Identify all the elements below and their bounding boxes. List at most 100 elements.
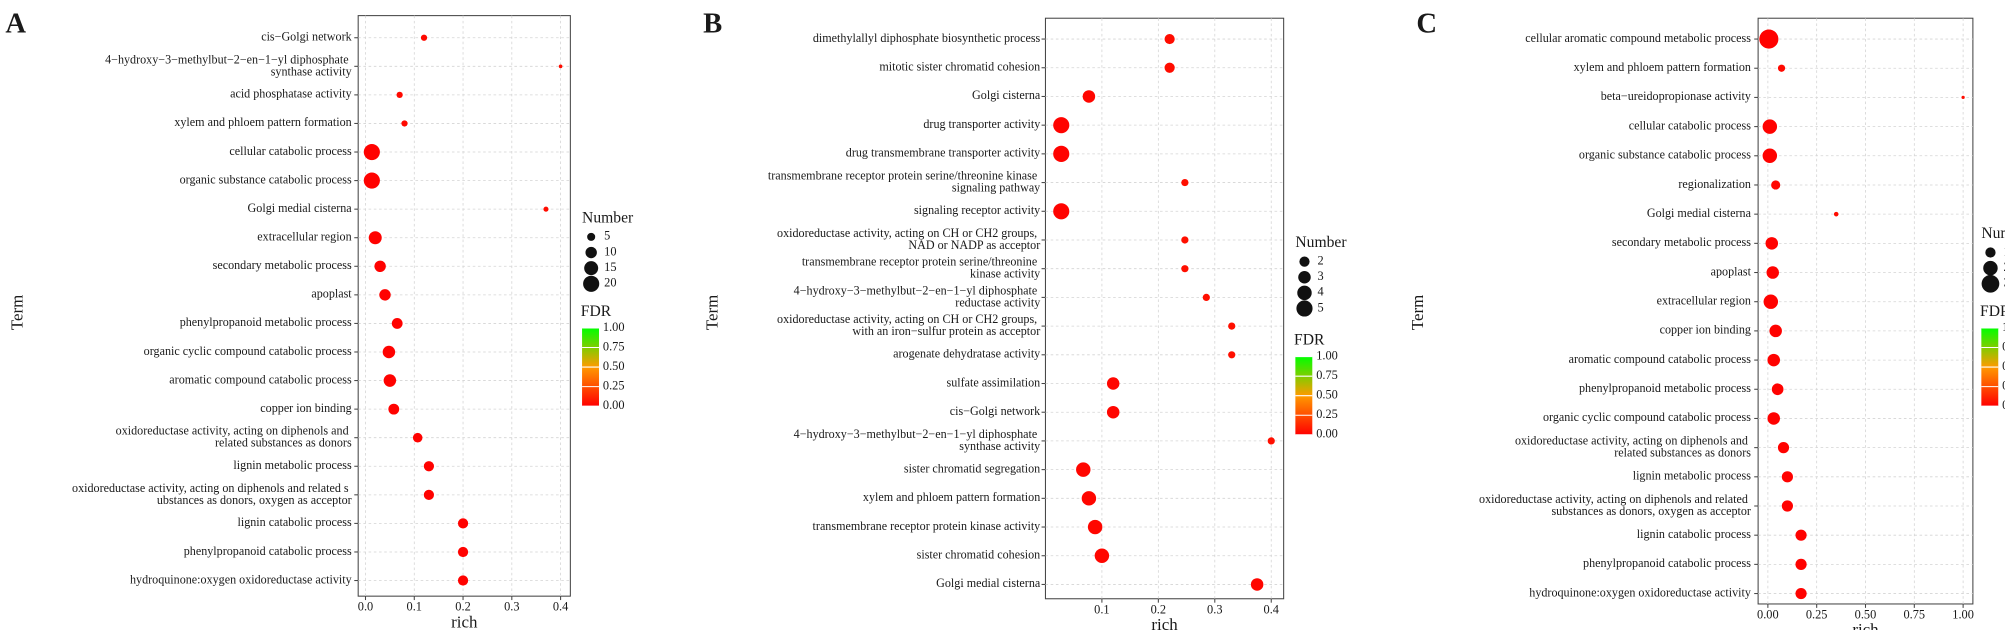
term-label: transmembrane receptor protein serine/th… <box>768 168 1040 194</box>
color-legend-label: 0.75 <box>2002 339 2005 353</box>
term-label: aromatic compound catabolic process <box>169 372 352 386</box>
term-label: cellular aromatic compound metabolic pro… <box>1525 31 1751 45</box>
term-label: organic substance catabolic process <box>180 172 352 186</box>
dot <box>388 403 400 415</box>
size-legend-dot <box>1297 285 1312 301</box>
size-legend-dot <box>1983 260 1998 276</box>
dot <box>558 64 563 69</box>
term-label: sister chromatid cohesion <box>917 548 1041 562</box>
term-label: 4−hydroxy−3−methylbut−2−en−1−yl diphosph… <box>794 427 1041 453</box>
dot <box>1164 33 1175 45</box>
size-legend-dot <box>1299 256 1310 267</box>
size-legend-dot <box>1296 300 1313 317</box>
dot <box>1771 383 1784 396</box>
y-axis-title: Term <box>7 295 26 330</box>
term-label: sister chromatid segregation <box>904 461 1040 475</box>
dot <box>1795 529 1807 541</box>
color-legend-label: 0.00 <box>1316 427 1338 441</box>
panel-letter: A <box>5 8 26 40</box>
panel-group: A Term 0.0 0.1 0.2 0.3 0.4 rich cis−Golgi networ… <box>5 8 634 630</box>
term-label: transmembrane receptor protein kinase ac… <box>813 519 1041 533</box>
size-legend-dot <box>587 232 596 241</box>
size-legend-label: 20 <box>2003 260 2005 274</box>
dot <box>1771 180 1781 190</box>
term-label: apoplast <box>311 287 352 301</box>
dot <box>423 489 435 500</box>
term-label: acid phosphatase activity <box>230 87 352 101</box>
x-axis-title: rich <box>1852 620 1879 630</box>
term-label: secondary metabolic process <box>1612 235 1751 249</box>
term-label: hydroquinone:oxygen oxidoreductase activ… <box>130 572 352 586</box>
size-legend-label: 4 <box>1318 285 1324 299</box>
dot <box>1759 29 1779 49</box>
dot <box>363 143 380 161</box>
term-label: mitotic sister chromatid cohesion <box>879 60 1040 74</box>
x-axis-title: rich <box>451 612 478 630</box>
term-label: extracellular region <box>1657 293 1751 307</box>
panel-group: C Term 0.00 0.25 0.50 0.75 1.00 rich cellular ar… <box>1408 8 2005 630</box>
size-legend-label: 2 <box>1318 253 1324 267</box>
panel-group: B Term 0.1 0.2 0.3 0.4 rich dimethylallyl dipho… <box>702 8 1347 630</box>
color-legend-title: FDR <box>581 303 612 320</box>
dot <box>1228 322 1236 330</box>
size-legend-label: 5 <box>604 229 610 243</box>
term-label: phenylpropanoid metabolic process <box>1579 381 1751 395</box>
color-legend-title: FDR <box>1294 332 1325 349</box>
color-legend-label: 1.00 <box>1316 348 1338 362</box>
dot <box>1164 62 1175 73</box>
term-label: transmembrane receptor protein serine/th… <box>802 254 1040 280</box>
term-label: Golgi medial cisterna <box>936 576 1041 590</box>
term-label: arogenate dehydratase activity <box>893 347 1040 361</box>
term-label: phenylpropanoid catabolic process <box>184 544 352 558</box>
size-legend-dot <box>1981 274 2000 293</box>
dot <box>396 91 403 99</box>
dot <box>1053 145 1070 162</box>
term-label: signaling receptor activity <box>914 203 1040 217</box>
dot <box>1082 90 1096 103</box>
dot <box>543 206 549 212</box>
dot <box>1795 587 1807 600</box>
term-label: cis−Golgi network <box>261 30 352 44</box>
color-legend-label: 0.75 <box>603 339 625 353</box>
term-label: lignin catabolic process <box>237 515 351 529</box>
size-legend-label: 10 <box>2003 244 2005 258</box>
term-label: 4−hydroxy−3−methylbut−2−en−1−yl diphosph… <box>794 283 1041 309</box>
dot <box>1202 293 1210 302</box>
term-label: lignin metabolic process <box>1633 469 1752 483</box>
dot <box>1053 203 1070 220</box>
color-legend-label: 1.00 <box>2002 320 2005 334</box>
term-label: xylem and phloem pattern formation <box>174 115 351 129</box>
term-label: organic cyclic compound catabolic proces… <box>144 344 352 358</box>
dot <box>374 260 386 272</box>
size-legend-label: 20 <box>604 276 616 290</box>
dot <box>423 461 435 472</box>
size-legend-label: 15 <box>604 260 616 274</box>
color-legend-label: 0.25 <box>2002 378 2005 392</box>
term-label: secondary metabolic process <box>213 258 352 272</box>
dot <box>1094 548 1110 563</box>
dot <box>1767 412 1780 425</box>
term-label: aromatic compound catabolic process <box>1569 352 1752 366</box>
x-tick-label: 0.75 <box>1903 608 1925 622</box>
term-label: Golgi cisterna <box>972 88 1041 102</box>
dot <box>1762 148 1778 164</box>
dot <box>1767 353 1780 367</box>
x-tick-label: 0.1 <box>407 600 422 614</box>
term-label: oxidoreductase activity, acting on diphe… <box>116 423 352 449</box>
size-legend-title: Number <box>582 209 634 226</box>
dot <box>412 432 423 443</box>
x-tick-label: 0.2 <box>1151 602 1166 616</box>
term-label: regionalization <box>1678 177 1751 191</box>
term-label: lignin catabolic process <box>1637 527 1751 541</box>
y-axis-title: Term <box>702 295 721 330</box>
dot <box>1053 117 1070 134</box>
term-label: oxidoreductase activity, acting on diphe… <box>1479 492 1751 518</box>
term-label: beta−ureidopropionase activity <box>1601 89 1751 103</box>
x-tick-label: 0.00 <box>1757 608 1779 622</box>
dot <box>1076 462 1091 477</box>
dot <box>368 231 382 245</box>
term-label: oxidoreductase activity, acting on diphe… <box>1515 433 1751 459</box>
size-legend-label: 10 <box>604 244 616 258</box>
color-legend-label: 0.50 <box>1316 388 1338 402</box>
term-label: oxidoreductase activity, acting on CH or… <box>777 312 1040 338</box>
